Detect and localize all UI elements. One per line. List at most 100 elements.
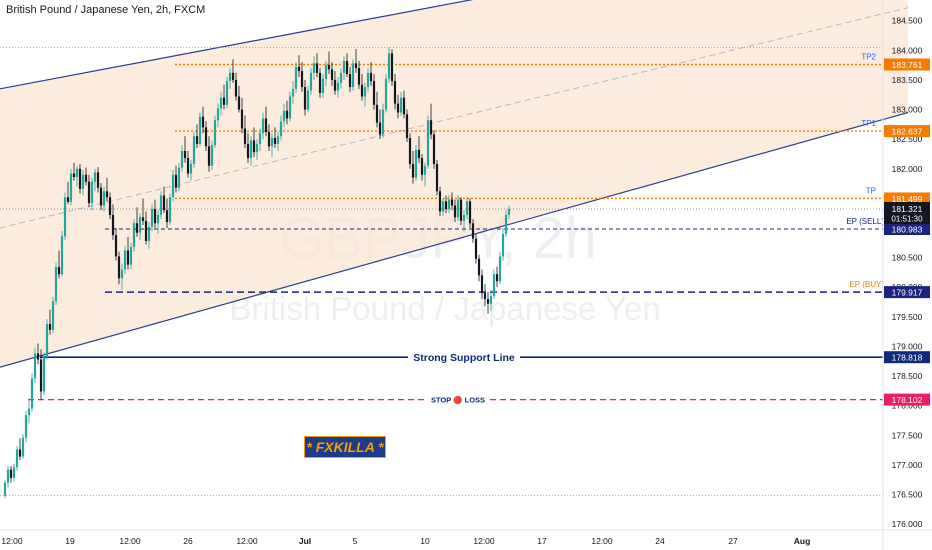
candle xyxy=(78,164,82,194)
candle xyxy=(288,91,292,122)
candle xyxy=(453,199,457,223)
candle xyxy=(207,136,211,172)
candle-body xyxy=(438,191,442,212)
candle-body xyxy=(117,256,121,279)
candle xyxy=(126,236,130,270)
level-price-tag-5: 178.818 xyxy=(884,351,930,364)
candle xyxy=(12,463,16,482)
level-label: EP (SELL) xyxy=(846,217,884,226)
candle xyxy=(57,250,61,279)
candle xyxy=(420,153,424,181)
candle-body xyxy=(147,226,151,242)
candle xyxy=(345,53,349,77)
candle xyxy=(279,115,283,141)
candle-body xyxy=(249,140,253,159)
candle xyxy=(72,162,76,181)
candle-body xyxy=(354,63,358,69)
x-tick-label: 24 xyxy=(655,536,665,546)
candle xyxy=(153,199,157,228)
candle xyxy=(504,210,508,237)
candle xyxy=(495,266,499,288)
candle-body xyxy=(483,293,487,300)
x-axis[interactable]: 12:00 19 12:00 26 12:00 Jul 5 10 12:00 17 12:00 24 2… xyxy=(1,536,810,546)
candle xyxy=(297,55,301,77)
candle xyxy=(411,151,415,184)
level-0: TP2 xyxy=(175,52,883,66)
candle xyxy=(381,103,385,138)
candle xyxy=(456,195,460,221)
candle-body xyxy=(24,415,28,438)
candle-body xyxy=(318,72,322,93)
candle-body xyxy=(381,109,385,135)
candle xyxy=(402,90,406,119)
y-tick-label: 178.500 xyxy=(892,371,923,381)
candle xyxy=(480,269,484,300)
candle-body xyxy=(270,137,274,147)
candle xyxy=(54,262,58,305)
y-tick-label: 176.000 xyxy=(892,519,923,529)
candle xyxy=(198,112,202,147)
candle-body xyxy=(237,96,241,110)
level-price-tag-4: 179.917 xyxy=(884,286,930,299)
candle-body xyxy=(348,74,352,88)
x-tick-label: 12:00 xyxy=(1,536,23,546)
candle-body xyxy=(321,78,325,93)
candle-body xyxy=(102,191,106,206)
candle xyxy=(462,210,466,231)
y-tick-label: 182.000 xyxy=(892,164,923,174)
candle-body xyxy=(426,120,430,166)
candle-body xyxy=(201,116,205,128)
candle xyxy=(474,233,478,264)
candle xyxy=(435,159,439,196)
candle-body xyxy=(126,250,130,265)
candle-body xyxy=(39,359,43,392)
candle xyxy=(108,192,112,220)
candle xyxy=(252,127,256,157)
candle-body xyxy=(153,209,157,224)
candle xyxy=(342,56,346,80)
candle xyxy=(90,177,94,211)
candle-body xyxy=(198,116,202,144)
candle xyxy=(327,51,331,75)
candle xyxy=(165,198,169,228)
level-label: TP xyxy=(866,186,876,195)
price-tag-text: 178.102 xyxy=(892,395,923,405)
candle xyxy=(459,197,463,226)
candle-body xyxy=(114,235,118,257)
candle xyxy=(120,263,124,290)
candle-body xyxy=(378,122,382,135)
last-price-value: 181.321 xyxy=(892,204,923,214)
candle-body xyxy=(342,60,346,73)
candle xyxy=(393,74,397,110)
candle-body xyxy=(120,269,124,279)
candle xyxy=(309,68,313,95)
x-tick-label: 17 xyxy=(537,536,547,546)
y-tick-label: 183.000 xyxy=(892,105,923,115)
candle xyxy=(414,145,418,181)
candle-body xyxy=(375,104,379,123)
candle xyxy=(60,230,64,277)
candle-body xyxy=(267,132,271,147)
price-tag-bg xyxy=(884,58,930,71)
candle-body xyxy=(72,173,76,178)
candle-body xyxy=(234,79,238,97)
candle-body xyxy=(339,72,343,83)
candle-body xyxy=(48,323,52,330)
price-tag-bg xyxy=(884,393,930,406)
candle xyxy=(306,85,310,113)
candle xyxy=(195,124,199,149)
candle-body xyxy=(36,353,40,360)
candle xyxy=(276,132,280,152)
candle-body xyxy=(27,408,31,416)
candle xyxy=(396,94,400,119)
candle xyxy=(117,251,121,285)
candle-body xyxy=(159,195,163,215)
candle-body xyxy=(93,172,97,182)
candle-body xyxy=(456,199,460,218)
candle xyxy=(300,62,304,92)
candle xyxy=(96,166,100,193)
candle xyxy=(360,74,364,101)
price-tag-text: 179.917 xyxy=(892,288,923,298)
candle xyxy=(330,62,334,86)
